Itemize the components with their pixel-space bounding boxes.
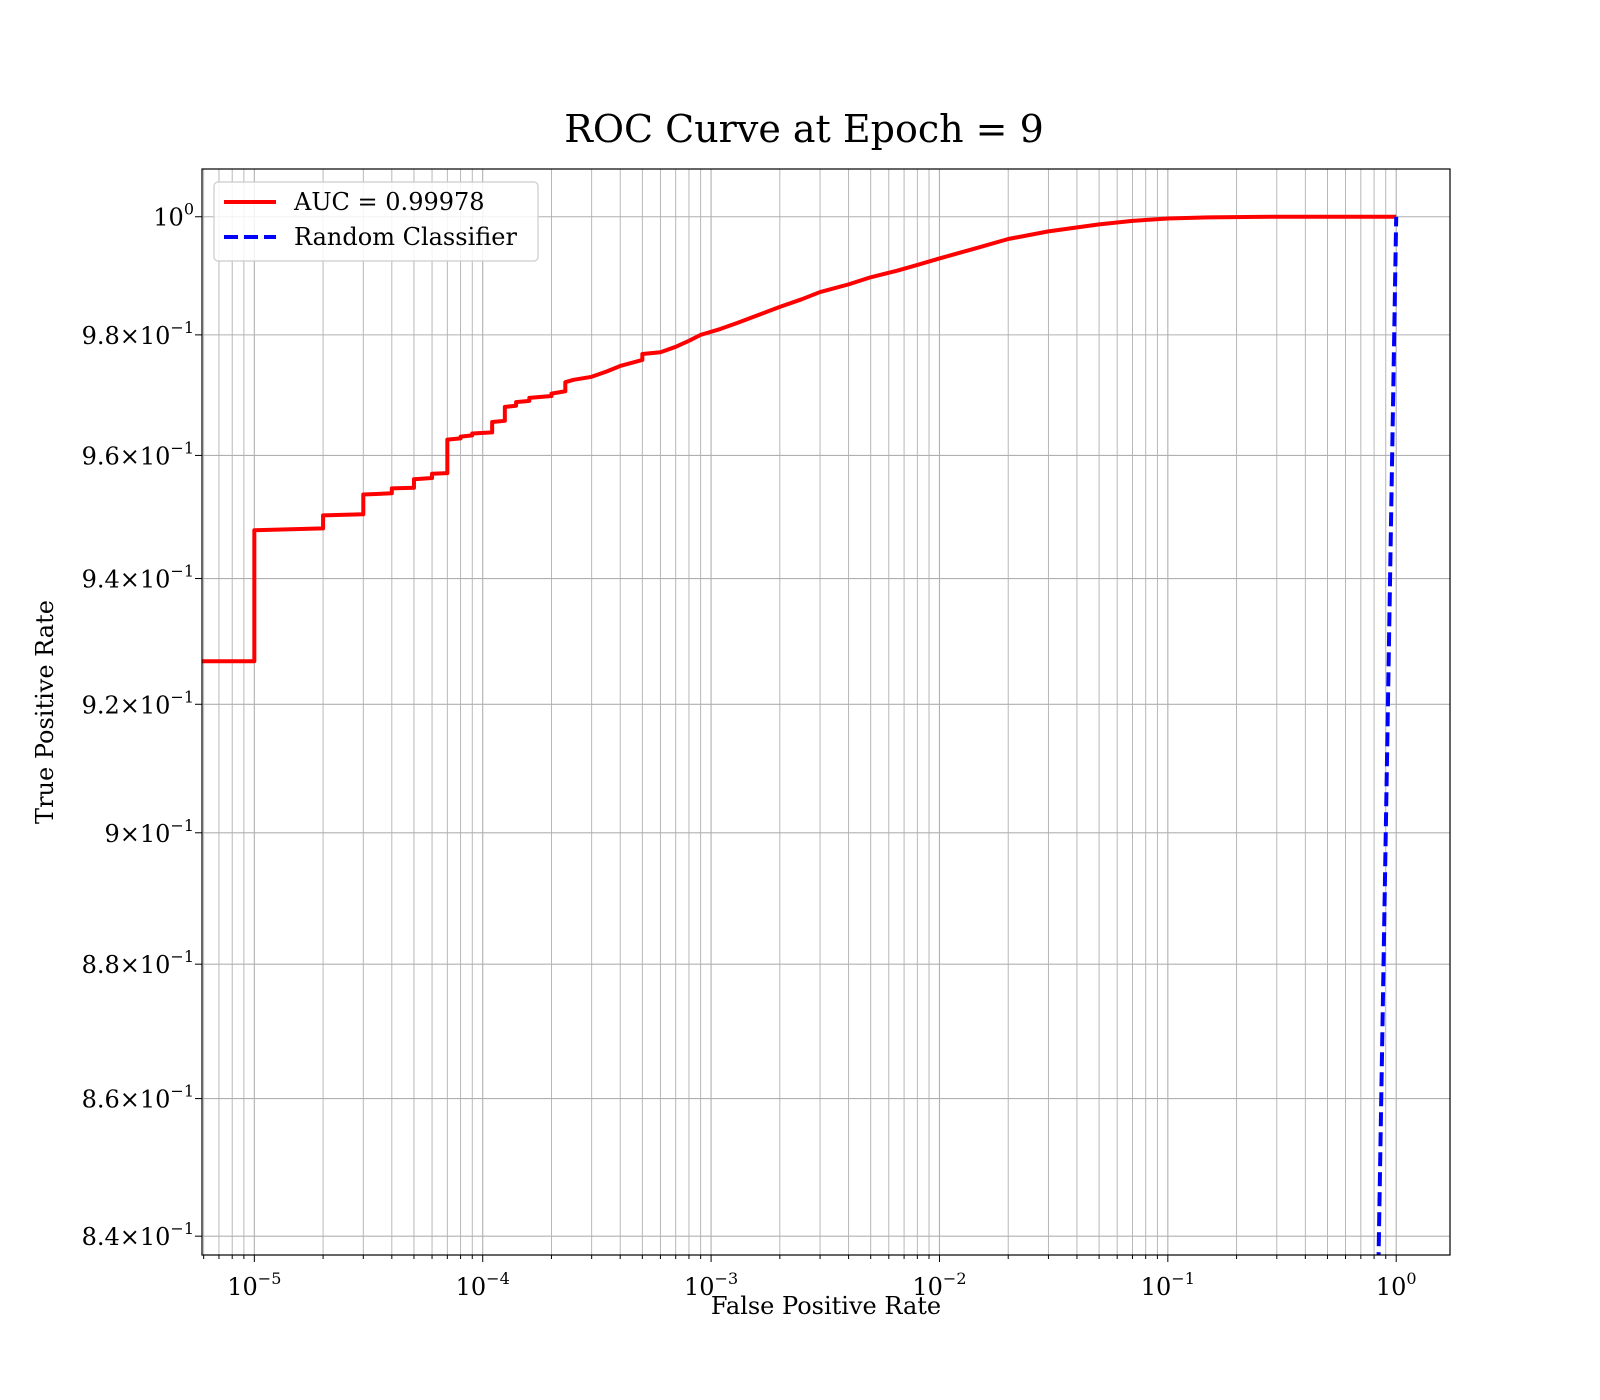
x-tick-label: 10−1 (1141, 1269, 1195, 1301)
y-tick-label: 9.4×10−1 (82, 562, 194, 594)
y-tick-label: 8.6×10−1 (82, 1082, 194, 1114)
y-axis-ticks: 100 9.8×10−1 9.6×10−1 9.4×10−1 9.2×10−1 9×10−… (82, 200, 202, 1251)
x-axis-ticks: 10−5 10−4 10−3 10−2 10−1 100 (203, 1255, 1417, 1301)
y-tick-label: 9.8×10−1 (82, 318, 194, 350)
legend: AUC = 0.99978 Random Classifier (213, 181, 539, 262)
y-axis-label: True Positive Rate (31, 600, 59, 824)
y-tick-label: 9.6×10−1 (82, 438, 194, 470)
plot-frame (201, 168, 1451, 1256)
legend-label-random-classifier: Random Classifier (294, 223, 517, 251)
x-tick-label: 10−4 (456, 1269, 510, 1301)
roc-curve-line (202, 214, 1397, 664)
x-tick-label: 10−2 (912, 1269, 966, 1301)
x-tick-label: 10−3 (684, 1269, 738, 1301)
x-tick-label: 100 (1376, 1269, 1417, 1301)
series-layer (202, 214, 1399, 1255)
x-axis-label: False Positive Rate (711, 1292, 941, 1320)
y-tick-label: 8.8×10−1 (82, 947, 194, 979)
y-tick-label: 8.4×10−1 (82, 1219, 194, 1251)
y-tick-label: 9×10−1 (104, 816, 194, 848)
x-tick-label: 10−5 (227, 1269, 281, 1301)
chart-title: ROC Curve at Epoch = 9 (564, 107, 1044, 151)
y-tick-label: 9.2×10−1 (82, 687, 194, 719)
legend-label-auc: AUC = 0.99978 (293, 188, 485, 216)
random-classifier-line (1376, 216, 1399, 1255)
legend-box (213, 181, 539, 262)
y-tick-label: 100 (153, 200, 194, 232)
grid (202, 169, 1450, 1255)
